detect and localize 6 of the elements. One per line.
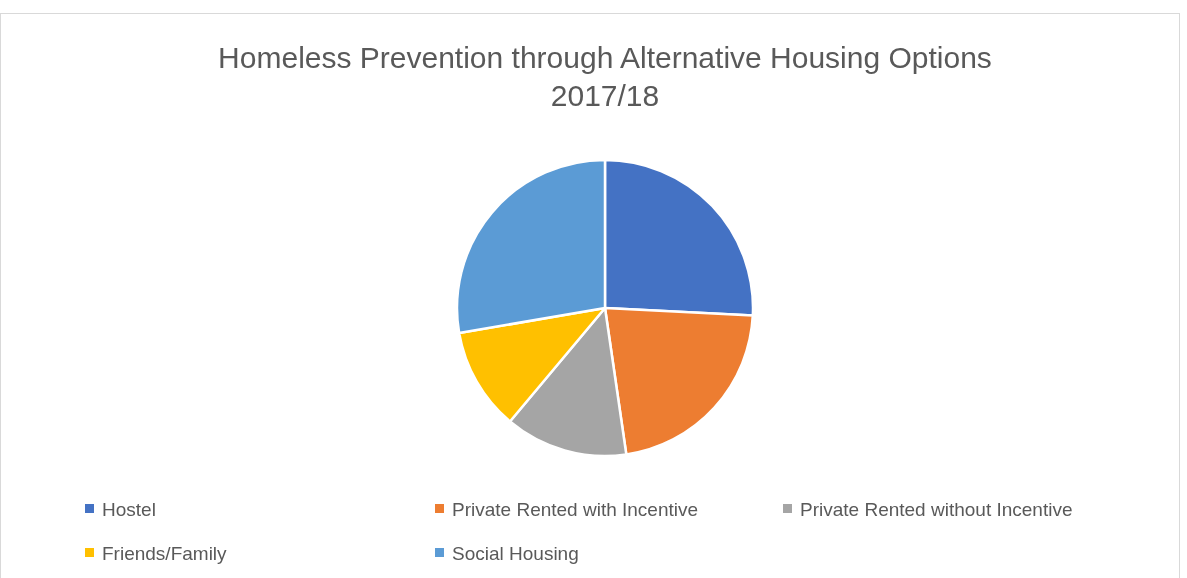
legend-label: Social Housing	[452, 542, 579, 564]
legend-label: Private Rented without Incentive	[800, 498, 1073, 520]
legend-label: Hostel	[102, 498, 156, 520]
chart-title: Homeless Prevention through Alternative Housing Options 2017/18	[218, 41, 992, 112]
legend-label: Friends/Family	[102, 542, 228, 564]
legend-label: Private Rented with Incentive	[452, 498, 699, 520]
